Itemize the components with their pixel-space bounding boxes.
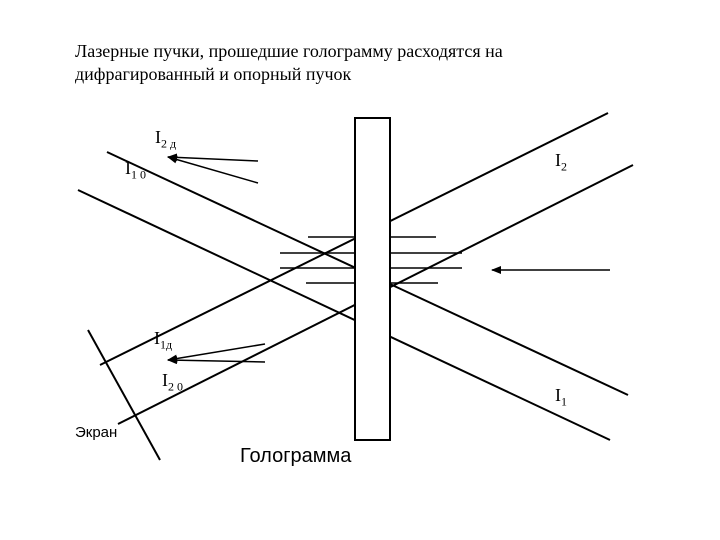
label-screen: Экран: [75, 425, 120, 442]
hologram-rect: [355, 118, 390, 440]
physics-diagram: [0, 0, 720, 540]
label-i20: I2 0: [162, 370, 183, 395]
arrow-i20: [168, 360, 265, 362]
label-i10: I1 0: [125, 158, 146, 183]
label-i1: I1: [555, 385, 567, 410]
label-i1d: I1д: [154, 328, 172, 353]
label-i2: I2: [555, 150, 567, 175]
beam-i2-bottom: [78, 190, 610, 440]
label-i2d: I2 д: [155, 127, 176, 152]
label-hologram: Голограмма: [240, 445, 351, 468]
